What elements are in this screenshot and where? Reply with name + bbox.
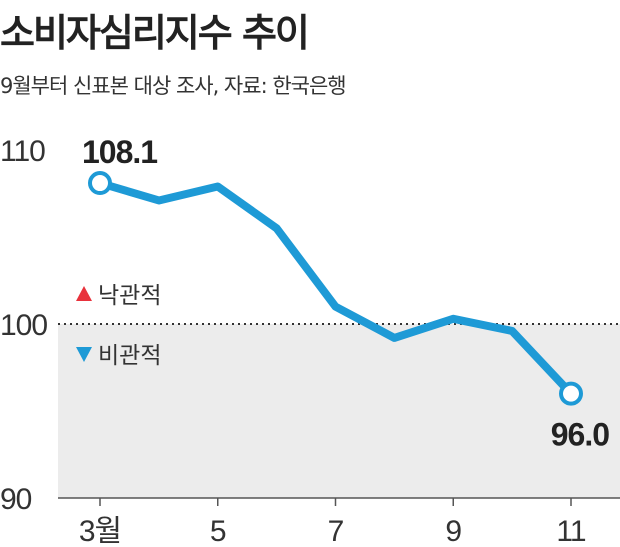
x-tick-label: 9 [445, 515, 461, 547]
below-100-shade [58, 324, 620, 498]
y-tick-label: 110 [0, 135, 45, 168]
chart-subtitle: 9월부터 신표본 대상 조사, 자료: 한국은행 [0, 74, 347, 98]
y-tick-label: 90 [0, 483, 32, 516]
x-tick-label: 3월 [79, 515, 121, 547]
chart-title: 소비자심리지수 추이 [0, 11, 310, 55]
down-triangle-icon [76, 347, 92, 362]
endpoint-marker [88, 171, 112, 196]
legend-optimistic: 낙관적 [98, 283, 161, 309]
x-tick-label: 11 [556, 515, 585, 547]
legend-pessimistic: 비관적 [98, 343, 161, 369]
series-line [96, 179, 575, 398]
legend: 낙관적 비관적 [76, 283, 161, 369]
y-tick-label: 100 [0, 309, 47, 342]
data-label: 96.0 [551, 417, 609, 453]
up-triangle-icon [76, 286, 92, 301]
x-tick-label: 7 [328, 515, 344, 547]
endpoint-marker [559, 381, 583, 406]
data-label: 108.1 [82, 134, 157, 170]
x-tick-label: 5 [210, 515, 226, 547]
